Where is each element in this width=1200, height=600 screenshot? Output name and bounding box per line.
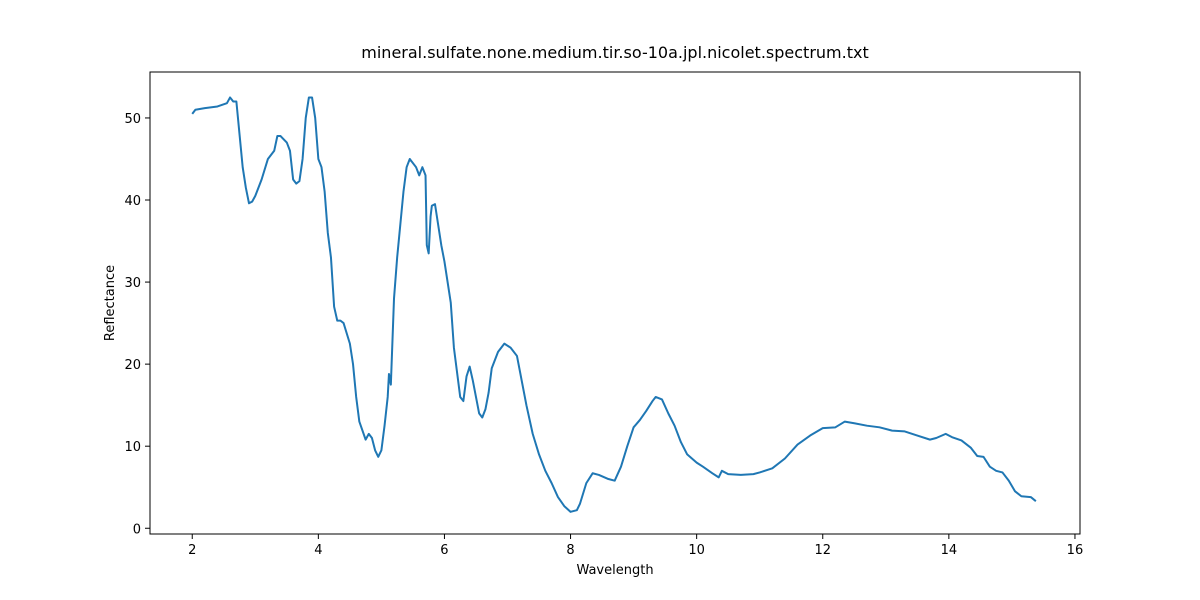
- chart-title: mineral.sulfate.none.medium.tir.so-10a.j…: [361, 43, 868, 62]
- plot-frame: [149, 71, 1081, 535]
- x-tick-label: 6: [440, 543, 448, 558]
- spectrum-line: [191, 96, 1037, 513]
- y-tick-label: 10: [124, 440, 141, 455]
- y-tick-label: 40: [124, 194, 141, 209]
- x-tick-label: 4: [314, 543, 322, 558]
- x-tick-label: 10: [688, 543, 705, 558]
- y-tick-label: 50: [124, 112, 141, 127]
- x-tick-label: 2: [188, 543, 196, 558]
- x-axis-label: Wavelength: [576, 563, 653, 578]
- y-tick-label: 30: [124, 276, 141, 291]
- x-tick-label: 14: [941, 543, 958, 558]
- y-tick-label: 20: [124, 358, 141, 373]
- x-tick-label: 12: [814, 543, 831, 558]
- y-axis-label: Reflectance: [103, 265, 118, 341]
- x-tick-label: 8: [566, 543, 574, 558]
- y-tick-label: 0: [133, 522, 141, 537]
- x-tick-label: 16: [1067, 543, 1084, 558]
